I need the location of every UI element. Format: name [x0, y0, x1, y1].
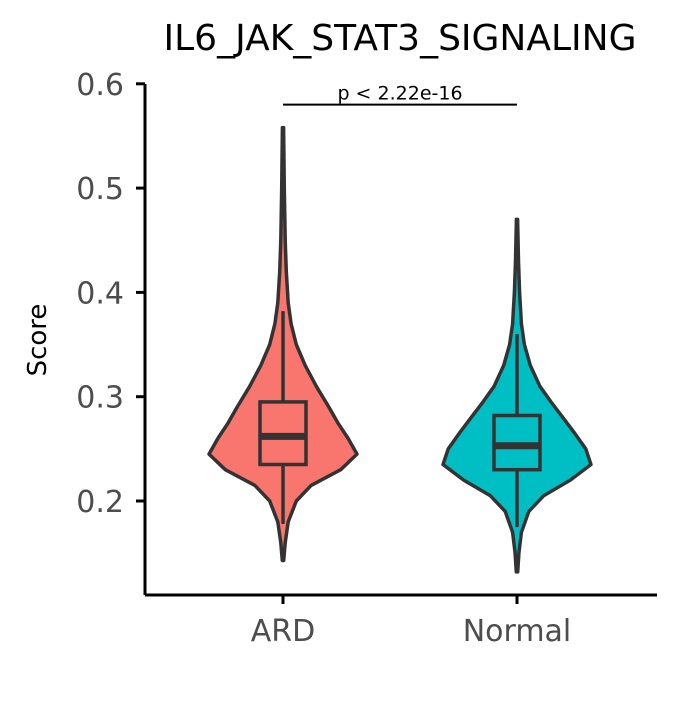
- significance-annotation: p < 2.22e-16: [283, 83, 517, 106]
- x-tick-label: ARD: [251, 614, 315, 649]
- chart-title: IL6_JAK_STAT3_SIGNALING: [164, 18, 637, 59]
- violin-ard: [207, 125, 359, 563]
- y-axis-title: Score: [23, 304, 53, 377]
- violin-layer: [207, 125, 593, 574]
- y-axis-ticks: 0.2 0.3 0.4 0.5 0.6: [76, 68, 145, 520]
- y-tick-label: 0.2: [76, 485, 124, 520]
- x-axis-ticks: ARD Normal: [251, 595, 572, 649]
- y-tick-label: 0.3: [76, 381, 124, 416]
- y-tick-label: 0.4: [76, 276, 124, 311]
- x-tick-label: Normal: [463, 614, 572, 649]
- y-tick-label: 0.6: [76, 68, 124, 103]
- p-value-label: p < 2.22e-16: [337, 83, 462, 105]
- violin-normal: [441, 217, 593, 574]
- y-tick-label: 0.5: [76, 172, 124, 207]
